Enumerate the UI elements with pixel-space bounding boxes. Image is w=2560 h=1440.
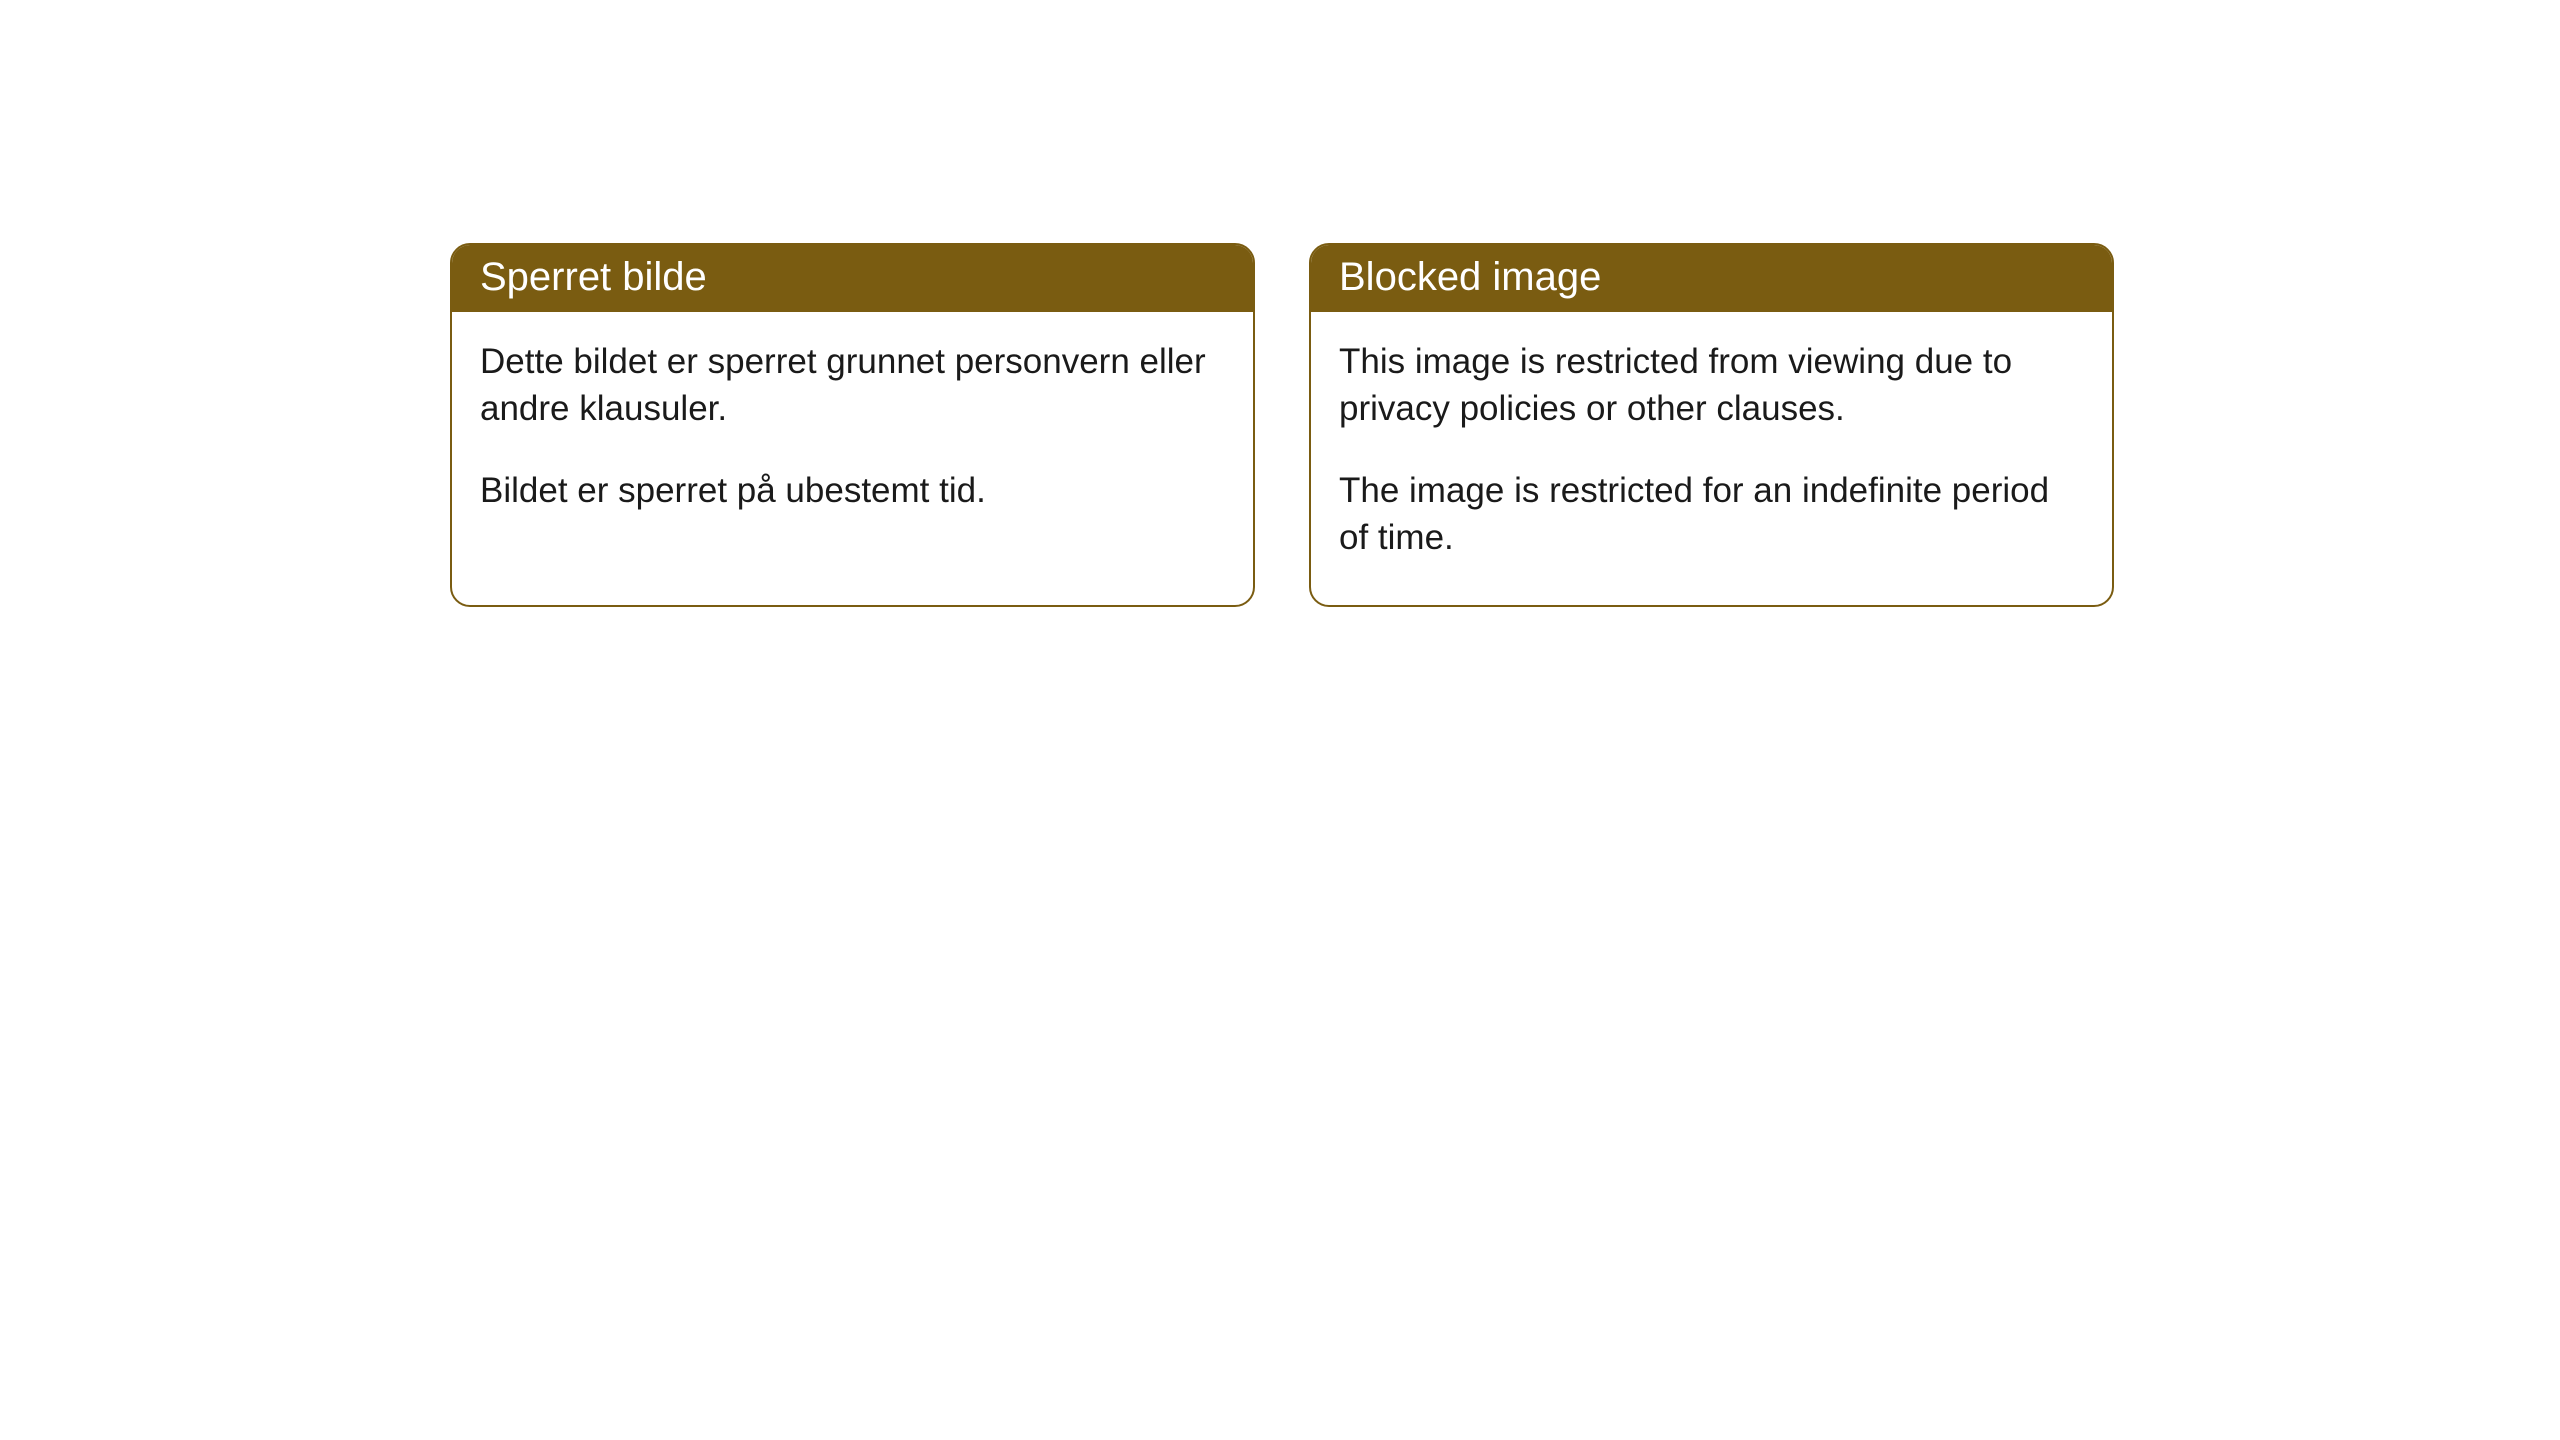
notice-card-paragraph: This image is restricted from viewing du… <box>1339 338 2084 433</box>
notice-card-header: Sperret bilde <box>452 245 1253 312</box>
notice-card-body: Dette bildet er sperret grunnet personve… <box>452 312 1253 558</box>
notice-card-norwegian: Sperret bilde Dette bildet er sperret gr… <box>450 243 1255 607</box>
notice-cards-container: Sperret bilde Dette bildet er sperret gr… <box>450 243 2114 607</box>
notice-card-paragraph: Bildet er sperret på ubestemt tid. <box>480 467 1225 514</box>
notice-card-paragraph: The image is restricted for an indefinit… <box>1339 467 2084 562</box>
notice-card-header: Blocked image <box>1311 245 2112 312</box>
notice-card-body: This image is restricted from viewing du… <box>1311 312 2112 605</box>
notice-card-paragraph: Dette bildet er sperret grunnet personve… <box>480 338 1225 433</box>
notice-card-english: Blocked image This image is restricted f… <box>1309 243 2114 607</box>
